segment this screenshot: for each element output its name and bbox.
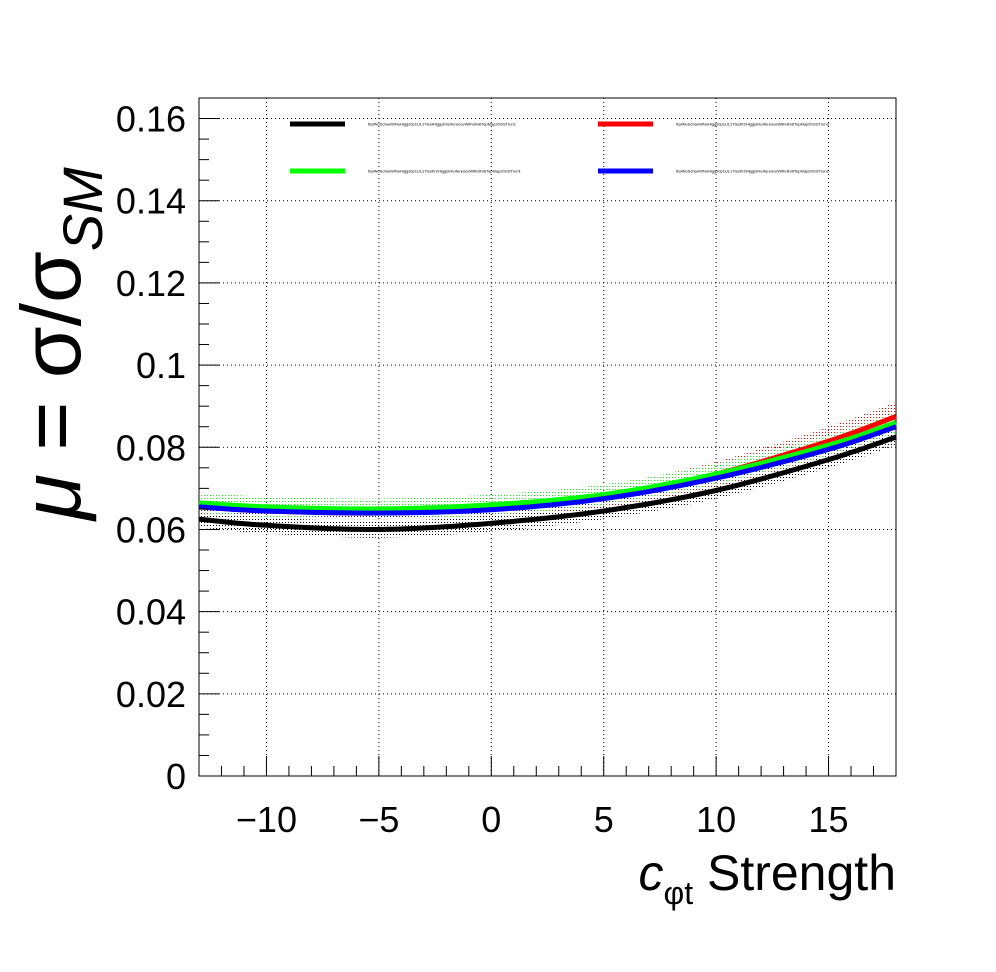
y-axis-label-sub: SM [51, 167, 114, 251]
y-tick-label: 0.1 [136, 345, 186, 386]
legend-label: ttq4NoSchanWNoHiggs0p1UL17testV2HiggsInt… [676, 122, 830, 127]
y-tick-label: 0.06 [116, 509, 186, 550]
line-series-1 [198, 434, 897, 532]
y-tick-label: 0 [166, 756, 186, 797]
x-axis-label-sub: φt [663, 875, 693, 911]
plot-frame [198, 97, 897, 777]
y-tick-labels: 0 0.02 0.04 0.06 0.08 0.1 0.12 0.14 0.16 [116, 99, 186, 797]
x-tick-label: 15 [809, 799, 849, 840]
y-axis-label-mu: μ [4, 474, 98, 522]
line-series-4 [198, 424, 897, 516]
y-axis-label: μ = σ/σSM [4, 167, 114, 522]
y-tick-label: 0.02 [116, 674, 186, 715]
axis-ticks [198, 97, 897, 777]
legend-label: ttq4NoSchanWNoHiggs0p1UL17testV2HiggsInt… [676, 169, 830, 174]
x-axis-label-rest: Strength [693, 845, 896, 901]
legend-label: ttq4NoSchanWNoHiggs0p1UL17testV2HiggsInt… [368, 169, 522, 174]
grid [199, 98, 896, 776]
x-tick-label: 5 [594, 799, 614, 840]
x-tick-label: −5 [358, 799, 399, 840]
y-tick-label: 0.16 [116, 99, 186, 140]
legend-label: ttq4NoSchanWNoHiggs0p1UL17testHiggsInter… [368, 122, 517, 127]
y-tick-label: 0.08 [116, 427, 186, 468]
x-tick-labels: −10 −5 0 5 10 15 [236, 799, 849, 840]
series-lines [198, 414, 897, 532]
x-axis-label-var: c [638, 845, 663, 901]
x-tick-label: −10 [236, 799, 297, 840]
y-axis-label-eq: = σ/σ [4, 251, 98, 474]
legend: ttq4NoSchanWNoHiggs0p1UL17testHiggsInter… [290, 121, 830, 174]
y-tick-label: 0.04 [116, 592, 186, 633]
line-series-3 [198, 420, 897, 512]
y-tick-label: 0.12 [116, 263, 186, 304]
x-tick-label: 10 [696, 799, 736, 840]
y-tick-label: 0.14 [116, 181, 186, 222]
x-axis-label: cφt Strength [638, 845, 896, 911]
x-tick-label: 0 [481, 799, 501, 840]
